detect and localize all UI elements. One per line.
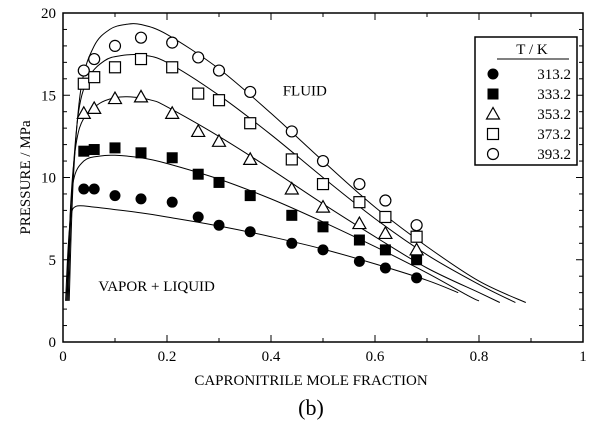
data-point-313.2 [109,190,121,202]
data-point-313.2 [213,219,225,231]
data-point-353.2 [284,181,300,195]
x-tick-label: 0.2 [158,349,177,365]
legend-title: T / K [516,42,548,58]
x-tick-label: 1 [579,349,587,365]
data-point-313.2 [78,183,90,195]
data-point-393.2 [410,219,423,232]
data-point-333.2 [213,176,225,188]
legend-label: 393.2 [537,147,571,163]
data-point-333.2 [192,168,204,180]
data-point-353.2 [164,105,180,119]
data-point-333.2 [411,254,423,266]
x-tick-label: 0.4 [262,349,281,365]
y-tick-label: 20 [41,6,56,22]
data-point-373.2 [212,94,226,107]
data-point-353.2 [351,215,367,230]
data-point-313.2 [411,272,423,284]
data-point-393.2 [316,154,330,168]
data-point-353.2 [242,151,258,166]
data-point-393.2 [192,51,205,64]
data-point-393.2 [108,39,122,53]
annotation-fluid: FLUID [283,83,327,99]
data-point-313.2 [166,196,178,208]
data-points [76,31,425,284]
legend-label: 333.2 [537,87,571,103]
data-point-373.2 [108,61,122,74]
annotation-vapor-liquid: VAPOR + LIQUID [98,279,215,295]
legend-items: 313.2 333.2 353.2 373.2 393.2 [485,67,571,163]
data-point-313.2 [192,211,204,223]
legend-label: 353.2 [537,107,571,123]
data-point-333.2 [353,234,365,246]
data-point-353.2 [107,90,123,105]
data-point-333.2 [286,209,298,221]
data-point-373.2 [166,61,179,74]
data-point-313.2 [286,237,298,249]
legend-box [474,36,578,166]
data-point-373.2 [88,71,101,84]
data-point-373.2 [244,117,257,130]
data-point-353.2 [315,199,331,213]
data-point-333.2 [166,152,178,164]
data-point-393.2 [134,31,148,44]
x-tick-label: 0.6 [366,349,385,365]
data-point-373.2 [410,230,423,243]
data-point-393.2 [88,52,101,66]
data-point-353.2 [133,89,149,103]
legend-marker-313.2 [487,68,499,80]
data-point-393.2 [244,85,257,99]
data-point-393.2 [77,64,90,77]
data-point-353.2 [377,225,393,240]
x-tick-label: 0 [59,349,67,365]
x-axis-title: CAPRONITRILE MOLE FRACTION [194,373,428,389]
y-tick-label: 0 [49,335,57,351]
data-point-333.2 [317,221,329,233]
data-point-373.2 [379,210,392,224]
data-point-313.2 [244,226,256,238]
data-point-393.2 [285,125,298,138]
y-axis-title: PRESSURE / MPa [18,120,34,235]
legend-marker-333.2 [487,88,499,100]
data-point-393.2 [166,36,179,49]
data-point-333.2 [379,244,391,256]
legend-label: 313.2 [537,67,571,83]
x-tick-label: 0.8 [470,349,489,365]
data-point-333.2 [244,190,256,202]
data-point-333.2 [78,145,90,157]
curve-353.2 [66,96,501,303]
data-point-333.2 [88,144,100,156]
data-point-333.2 [109,142,121,154]
data-point-373.2 [285,153,298,166]
data-point-313.2 [88,183,100,195]
legend: T / K 313.2 333.2 353.2 373.2 393.2 [474,36,578,166]
data-point-373.2 [316,177,330,191]
data-point-353.2 [190,123,206,138]
data-point-313.2 [317,244,329,256]
data-point-373.2 [77,77,90,90]
y-tick-label: 10 [41,171,56,187]
data-point-353.2 [211,133,227,147]
figure-caption: (b) [298,395,324,420]
data-point-373.2 [134,52,148,66]
data-point-393.2 [353,177,366,191]
data-point-313.2 [379,262,391,274]
data-point-333.2 [135,147,147,159]
data-point-313.2 [353,255,365,267]
legend-label: 373.2 [537,127,571,143]
data-point-373.2 [353,196,366,209]
data-point-353.2 [76,105,92,119]
data-point-393.2 [212,64,226,77]
data-point-353.2 [86,100,102,115]
data-point-353.2 [409,242,425,256]
legend-marker-393.2 [486,147,500,161]
legend-marker-373.2 [486,127,500,141]
legend-marker-353.2 [485,106,501,120]
data-point-373.2 [192,87,205,100]
data-point-313.2 [135,193,147,205]
y-tick-label: 15 [41,88,56,104]
data-point-393.2 [379,194,392,207]
y-tick-label: 5 [49,253,57,269]
